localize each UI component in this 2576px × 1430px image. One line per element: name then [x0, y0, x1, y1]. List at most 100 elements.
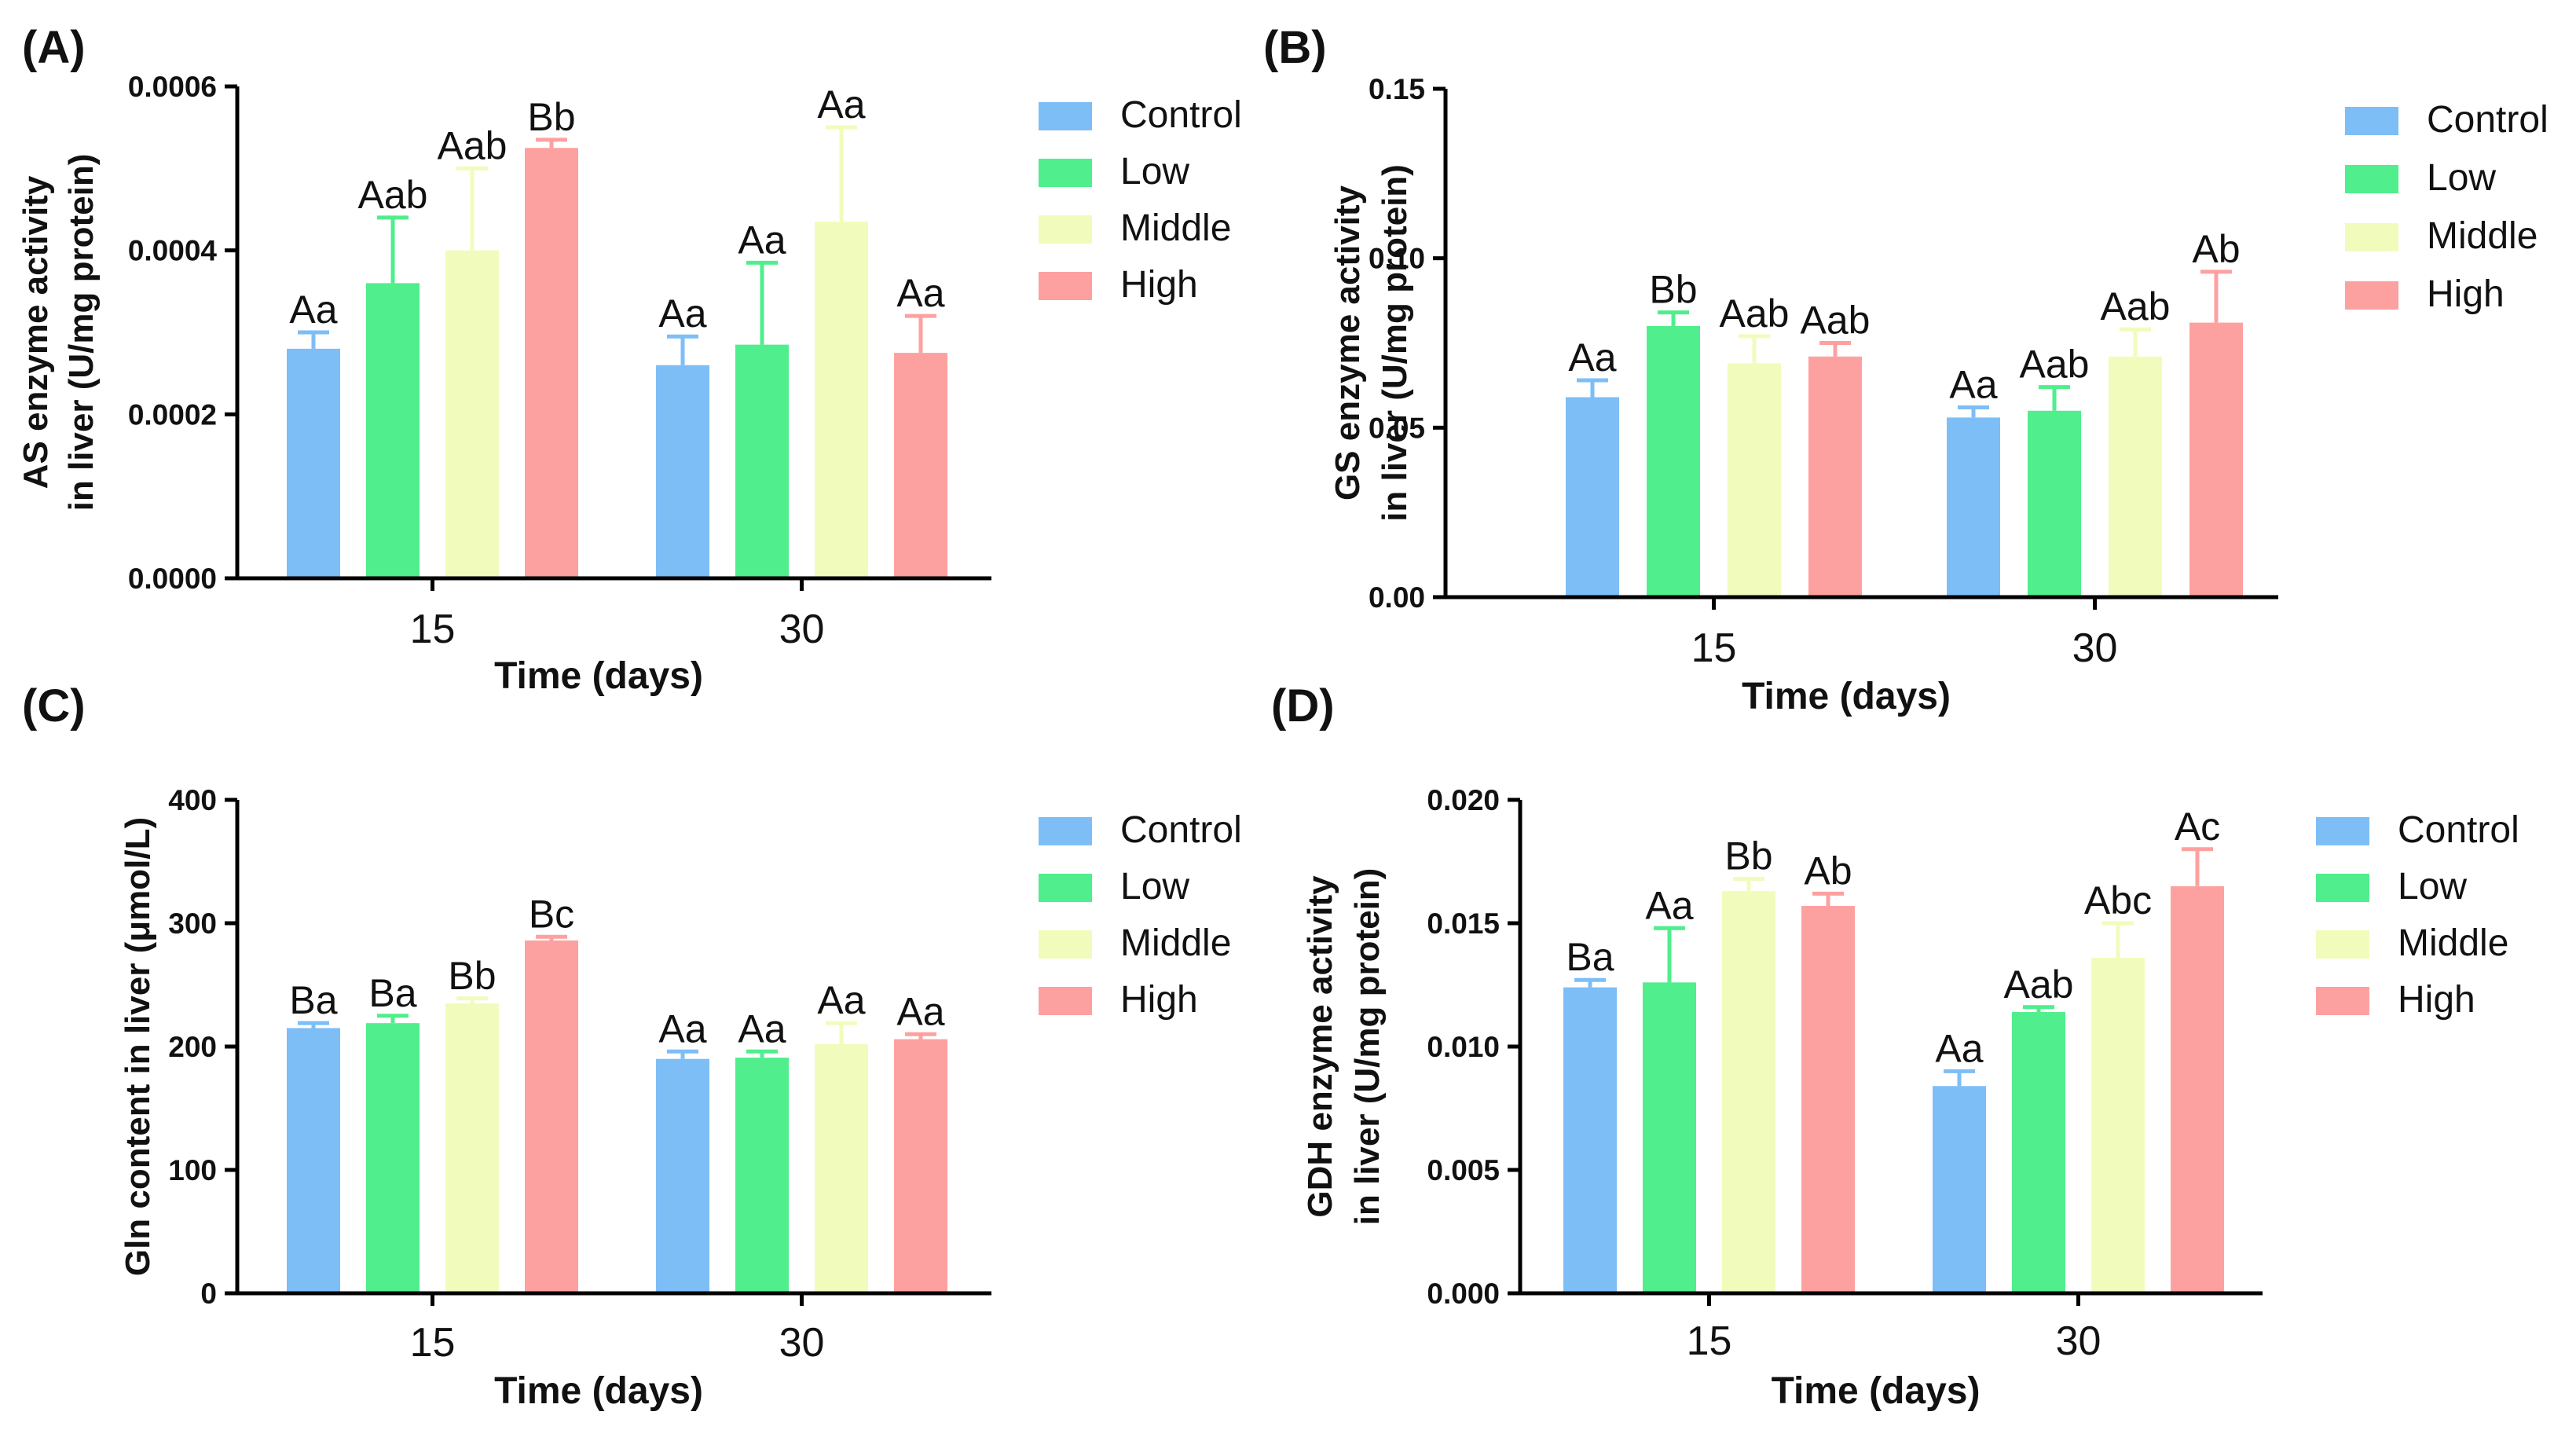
y-tick-label: 200	[168, 1031, 217, 1063]
significance-label: Aa	[1645, 883, 1693, 927]
y-tick-label: 0.0000	[128, 563, 217, 595]
y-axis-label: AS enzyme activity	[16, 175, 55, 489]
x-tick-label: 30	[779, 607, 825, 652]
significance-label: Aab	[2101, 284, 2171, 328]
significance-label: Ba	[289, 978, 337, 1022]
x-tick-label: 15	[410, 607, 456, 652]
bar	[894, 1039, 947, 1293]
significance-label: Aa	[1949, 362, 1997, 406]
bar	[894, 353, 947, 578]
x-tick-label: 15	[410, 1320, 456, 1366]
legend-swatch	[1039, 102, 1092, 130]
significance-label: Aa	[896, 989, 944, 1033]
x-tick-label: 30	[2072, 625, 2118, 671]
x-axis-label: Time (days)	[1772, 1370, 1981, 1412]
bar	[445, 250, 499, 578]
bar	[735, 344, 789, 578]
legend-swatch	[1039, 215, 1092, 244]
bar	[1563, 987, 1617, 1293]
significance-label: Bb	[1724, 834, 1772, 878]
bar	[1722, 891, 1775, 1293]
bar	[735, 1058, 789, 1293]
legend-label: Control	[2398, 809, 2519, 851]
legend-label: Middle	[2427, 215, 2538, 257]
y-axis-label: in liver (U/mg protein)	[62, 154, 101, 512]
bar	[815, 1043, 868, 1293]
significance-label: Ba	[368, 971, 416, 1015]
legend-label: Low	[2427, 157, 2496, 199]
bar	[445, 1003, 499, 1293]
legend-swatch	[1039, 930, 1092, 959]
bar	[656, 365, 709, 578]
y-tick-label: 0.015	[1427, 908, 1500, 940]
legend-label: Control	[1120, 809, 1242, 851]
y-tick-label: 0.00	[1369, 581, 1425, 614]
bar	[1808, 356, 1862, 597]
y-tick-label: 300	[168, 908, 217, 940]
legend-swatch	[2316, 930, 2369, 959]
bar	[287, 1028, 340, 1293]
y-tick-label: 400	[168, 784, 217, 816]
legend-label: High	[2427, 273, 2505, 315]
bar	[656, 1058, 709, 1293]
bar	[2012, 1012, 2065, 1293]
legend-swatch	[1039, 159, 1092, 187]
legend-swatch	[1039, 817, 1092, 845]
bar	[2171, 886, 2224, 1293]
legend-swatch	[2345, 107, 2398, 135]
significance-label: Aa	[896, 271, 944, 315]
chart-panel-D: (D) Ba Aa Aa Aab Bb Abc Ab Ac 0.000 0.005 0.010 0.01…	[1271, 680, 2519, 1412]
panel-label: (D)	[1271, 680, 1335, 732]
significance-label: Aa	[738, 218, 786, 262]
legend-label: Low	[1120, 866, 1189, 908]
y-tick-label: 0.05	[1369, 412, 1425, 444]
legend-label: High	[1120, 264, 1198, 306]
y-tick-label: 100	[168, 1154, 217, 1186]
significance-label: Aab	[438, 123, 508, 167]
x-tick-label: 30	[779, 1320, 825, 1366]
legend-swatch	[2316, 817, 2369, 845]
legend-label: Control	[1120, 94, 1242, 136]
significance-label: Aa	[738, 1006, 786, 1050]
bar	[287, 348, 340, 578]
significance-label: Ab	[1804, 849, 1852, 893]
bar	[1643, 982, 1696, 1293]
significance-label: Bb	[448, 954, 496, 998]
legend-swatch	[2345, 165, 2398, 193]
significance-label: Aab	[358, 173, 428, 217]
legend-swatch	[2316, 874, 2369, 902]
legend-label: Control	[2427, 99, 2549, 141]
y-tick-label: 0.15	[1369, 73, 1425, 105]
legend-swatch	[1039, 874, 1092, 902]
significance-label: Bc	[529, 892, 574, 936]
legend-label: Low	[2398, 866, 2467, 908]
y-axis-label: Gln content in liver (μmol/L)	[119, 817, 157, 1276]
significance-label: Aa	[658, 292, 706, 336]
significance-label: Aab	[1801, 299, 1871, 343]
significance-label: Ab	[2192, 227, 2240, 271]
legend-label: Middle	[1120, 922, 1231, 964]
bar	[2028, 410, 2081, 597]
chart-panel-A: (A) Aa Aa Aab Aa Aab Aa Bb Aa 0.0000 0.0002 0.0004 0…	[16, 22, 1242, 697]
y-tick-label: 0.005	[1427, 1154, 1500, 1186]
y-tick-label: 0.0004	[128, 235, 218, 267]
panel-label: (C)	[22, 680, 86, 732]
significance-label: Aa	[289, 288, 337, 332]
y-axis-label: in liver (U/mg protein)	[1348, 868, 1387, 1226]
legend-swatch	[2316, 987, 2369, 1015]
panel-label: (B)	[1263, 22, 1327, 73]
significance-label: Aab	[2020, 343, 2090, 387]
significance-label: Ba	[1566, 935, 1614, 979]
y-tick-label: 0.0006	[128, 71, 217, 103]
bar	[366, 1023, 420, 1293]
significance-label: Aa	[1935, 1026, 1983, 1070]
bar	[2109, 356, 2162, 597]
legend-swatch	[2345, 281, 2398, 310]
x-tick-label: 30	[2056, 1318, 2101, 1364]
y-axis-label: GDH enzyme activity	[1301, 875, 1339, 1218]
y-tick-label: 0.10	[1369, 243, 1425, 275]
significance-label: Aa	[1568, 336, 1616, 380]
x-tick-label: 15	[1687, 1318, 1732, 1364]
legend-label: Middle	[2398, 922, 2508, 964]
